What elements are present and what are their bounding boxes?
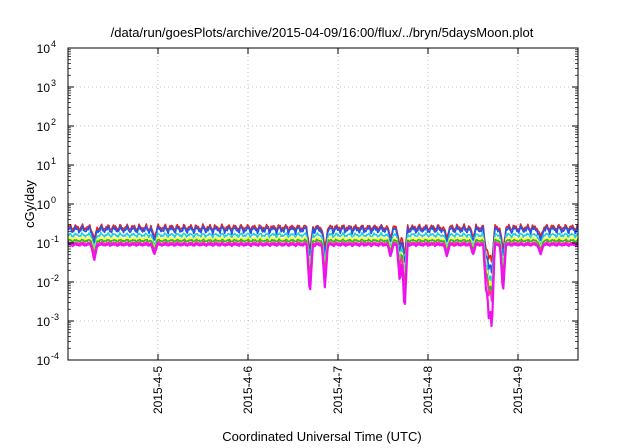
x-axis-label: Coordinated Universal Time (UTC) xyxy=(222,429,421,444)
chart-title: /data/run/goesPlots/archive/2015-04-09/1… xyxy=(111,25,534,40)
y-tick-label: 10 xyxy=(37,159,51,173)
x-axis-ticks: 2015-4-5 2015-4-6 2015-4-7 2015-4-8 2015-4-9 xyxy=(151,48,525,414)
y-tick-label: 10 xyxy=(37,276,51,290)
x-tick-label: 2015-4-5 xyxy=(151,366,165,414)
y-tick-label: 10 xyxy=(37,315,51,329)
y-tick-exponent: 2 xyxy=(51,117,56,127)
y-tick-exponent: 3 xyxy=(51,78,56,88)
y-tick-label: 10 xyxy=(37,354,51,368)
x-tick-label: 2015-4-6 xyxy=(241,366,255,414)
y-axis-label: cGy/day xyxy=(22,180,37,228)
y-tick-label: 10 xyxy=(37,198,51,212)
x-tick-label: 2015-4-7 xyxy=(331,366,345,414)
series-line xyxy=(67,242,579,328)
y-tick-exponent: 4 xyxy=(51,39,56,49)
y-tick-exponent: 1 xyxy=(51,156,56,166)
y-tick-label: 10 xyxy=(37,42,51,56)
grid-lines xyxy=(68,48,578,360)
x-tick-label: 2015-4-9 xyxy=(511,366,525,414)
y-tick-label: 10 xyxy=(37,120,51,134)
y-tick-exponent: -3 xyxy=(51,312,59,322)
y-tick-label: 10 xyxy=(37,81,51,95)
x-tick-label: 2015-4-8 xyxy=(421,366,435,414)
y-tick-exponent: -2 xyxy=(51,273,59,283)
y-tick-exponent: -1 xyxy=(51,234,59,244)
y-tick-label: 10 xyxy=(37,237,51,251)
y-tick-exponent: 0 xyxy=(51,195,56,205)
y-tick-exponent: -4 xyxy=(51,351,59,361)
series-lines xyxy=(67,223,579,328)
